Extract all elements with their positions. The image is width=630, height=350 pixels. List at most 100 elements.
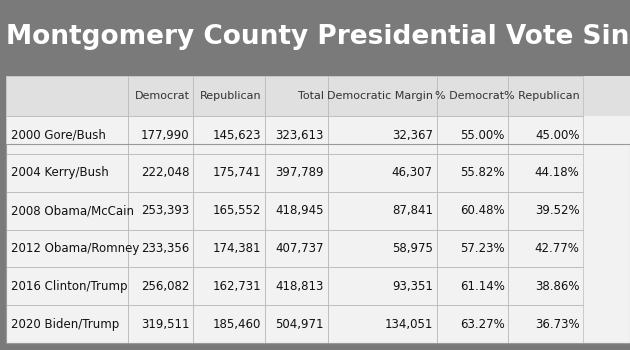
- Text: 2012 Obama/Romney: 2012 Obama/Romney: [11, 242, 140, 255]
- Bar: [6, 230, 630, 267]
- Bar: [437, 305, 508, 343]
- Text: 57.23%: 57.23%: [460, 242, 505, 255]
- Text: 39.52%: 39.52%: [535, 204, 580, 217]
- Text: 63.27%: 63.27%: [460, 317, 505, 331]
- Text: Democratic Margin: Democratic Margin: [327, 91, 433, 101]
- Text: 38.86%: 38.86%: [535, 280, 580, 293]
- Text: 504,971: 504,971: [275, 317, 324, 331]
- Text: 175,741: 175,741: [213, 166, 261, 180]
- Bar: [265, 154, 328, 192]
- Bar: [508, 305, 583, 343]
- Text: 177,990: 177,990: [141, 128, 190, 142]
- Bar: [328, 116, 437, 154]
- Bar: [265, 116, 328, 154]
- Bar: [508, 192, 583, 230]
- Text: 45.00%: 45.00%: [535, 128, 580, 142]
- Bar: [193, 305, 265, 343]
- Bar: [128, 76, 193, 116]
- Text: 256,082: 256,082: [141, 280, 190, 293]
- Text: 323,613: 323,613: [275, 128, 324, 142]
- Bar: [6, 144, 630, 343]
- Bar: [128, 116, 193, 154]
- Text: 32,367: 32,367: [392, 128, 433, 142]
- Text: 44.18%: 44.18%: [535, 166, 580, 180]
- Bar: [265, 76, 328, 116]
- Bar: [328, 305, 437, 343]
- Bar: [128, 192, 193, 230]
- Bar: [128, 267, 193, 305]
- Text: 2020 Biden/Trump: 2020 Biden/Trump: [11, 317, 120, 331]
- Text: 418,945: 418,945: [275, 204, 324, 217]
- Text: 36.73%: 36.73%: [535, 317, 580, 331]
- Text: 162,731: 162,731: [213, 280, 261, 293]
- Text: 397,789: 397,789: [275, 166, 324, 180]
- Text: 61.14%: 61.14%: [460, 280, 505, 293]
- Text: Democrat: Democrat: [135, 91, 190, 101]
- Bar: [193, 267, 265, 305]
- Text: 87,841: 87,841: [392, 204, 433, 217]
- Bar: [265, 267, 328, 305]
- Text: 145,623: 145,623: [213, 128, 261, 142]
- Text: 185,460: 185,460: [213, 317, 261, 331]
- Bar: [6, 76, 128, 116]
- Text: 165,552: 165,552: [213, 204, 261, 217]
- Bar: [6, 154, 630, 192]
- Bar: [508, 76, 583, 116]
- Bar: [437, 267, 508, 305]
- Text: Republican: Republican: [200, 91, 261, 101]
- Bar: [6, 305, 128, 343]
- Bar: [6, 76, 630, 116]
- Bar: [6, 192, 128, 230]
- Text: 42.77%: 42.77%: [535, 242, 580, 255]
- Text: % Republican: % Republican: [504, 91, 580, 101]
- Bar: [6, 267, 128, 305]
- Text: % Democrat: % Democrat: [435, 91, 505, 101]
- Bar: [6, 116, 128, 154]
- Text: 233,356: 233,356: [141, 242, 190, 255]
- Text: 134,051: 134,051: [384, 317, 433, 331]
- Text: Total: Total: [298, 91, 324, 101]
- Text: 2004 Kerry/Bush: 2004 Kerry/Bush: [11, 166, 109, 180]
- Text: 55.00%: 55.00%: [461, 128, 505, 142]
- Bar: [6, 267, 630, 305]
- Bar: [328, 267, 437, 305]
- Text: Montgomery County Presidential Vote Since 2000: Montgomery County Presidential Vote Sinc…: [6, 25, 630, 50]
- Bar: [6, 192, 630, 230]
- Bar: [437, 76, 508, 116]
- Text: 174,381: 174,381: [213, 242, 261, 255]
- Bar: [6, 230, 128, 267]
- Bar: [193, 76, 265, 116]
- Bar: [128, 305, 193, 343]
- Bar: [6, 305, 630, 343]
- Bar: [508, 267, 583, 305]
- Text: 2016 Clinton/Trump: 2016 Clinton/Trump: [11, 280, 128, 293]
- Bar: [437, 192, 508, 230]
- Text: 2000 Gore/Bush: 2000 Gore/Bush: [11, 128, 106, 142]
- Bar: [265, 192, 328, 230]
- Text: 55.82%: 55.82%: [460, 166, 505, 180]
- Text: 2008 Obama/McCain: 2008 Obama/McCain: [11, 204, 134, 217]
- Bar: [437, 230, 508, 267]
- Bar: [6, 116, 630, 154]
- Bar: [508, 116, 583, 154]
- Text: 222,048: 222,048: [141, 166, 190, 180]
- Text: 253,393: 253,393: [141, 204, 190, 217]
- Bar: [193, 116, 265, 154]
- Bar: [437, 116, 508, 154]
- Bar: [6, 144, 630, 343]
- Bar: [128, 230, 193, 267]
- Bar: [193, 230, 265, 267]
- Bar: [508, 230, 583, 267]
- Text: 46,307: 46,307: [392, 166, 433, 180]
- Bar: [328, 230, 437, 267]
- Text: 407,737: 407,737: [275, 242, 324, 255]
- Bar: [265, 230, 328, 267]
- Bar: [128, 154, 193, 192]
- Text: 60.48%: 60.48%: [460, 204, 505, 217]
- Bar: [328, 154, 437, 192]
- Text: 58,975: 58,975: [392, 242, 433, 255]
- Text: 319,511: 319,511: [141, 317, 190, 331]
- Text: 418,813: 418,813: [275, 280, 324, 293]
- Bar: [6, 154, 128, 192]
- Text: 93,351: 93,351: [392, 280, 433, 293]
